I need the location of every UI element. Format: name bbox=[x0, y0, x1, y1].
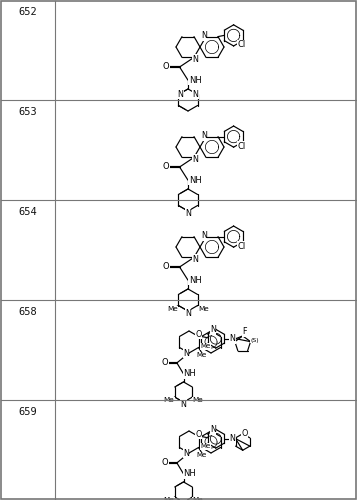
Text: O: O bbox=[161, 458, 168, 468]
Text: O: O bbox=[195, 430, 202, 439]
Text: N: N bbox=[185, 308, 191, 318]
Text: O: O bbox=[162, 162, 169, 172]
Text: NH: NH bbox=[183, 470, 196, 478]
Text: N: N bbox=[183, 348, 189, 358]
Text: 654: 654 bbox=[18, 207, 37, 217]
Text: Me: Me bbox=[193, 498, 203, 500]
Text: N: N bbox=[177, 90, 183, 99]
Text: NH: NH bbox=[189, 276, 202, 284]
Text: Me: Me bbox=[164, 398, 175, 404]
Text: N: N bbox=[201, 131, 207, 140]
Text: Me: Me bbox=[167, 306, 177, 312]
Text: N: N bbox=[192, 55, 198, 64]
Text: (S): (S) bbox=[251, 338, 259, 342]
Text: N: N bbox=[192, 155, 198, 164]
Text: 658: 658 bbox=[18, 307, 37, 317]
Text: O: O bbox=[162, 262, 169, 272]
Text: O: O bbox=[161, 358, 168, 368]
Text: Me: Me bbox=[197, 352, 207, 358]
Text: N: N bbox=[193, 90, 198, 99]
Text: N: N bbox=[183, 448, 189, 458]
Text: Cl: Cl bbox=[237, 242, 246, 250]
Text: 652: 652 bbox=[18, 7, 37, 17]
Text: N: N bbox=[201, 31, 207, 40]
Text: Cl: Cl bbox=[237, 40, 246, 50]
Text: Me: Me bbox=[197, 452, 207, 458]
Text: N: N bbox=[192, 255, 198, 264]
Text: N: N bbox=[230, 334, 236, 343]
Text: F: F bbox=[242, 328, 247, 336]
Text: Me: Me bbox=[193, 398, 203, 404]
Text: NH: NH bbox=[189, 176, 202, 184]
Text: NH: NH bbox=[189, 76, 202, 84]
Text: N: N bbox=[181, 400, 186, 408]
Text: Me: Me bbox=[200, 444, 210, 450]
Text: O: O bbox=[162, 62, 169, 72]
Text: NH: NH bbox=[183, 370, 196, 378]
Text: N: N bbox=[230, 434, 236, 443]
Text: N: N bbox=[185, 208, 191, 218]
Text: N: N bbox=[201, 231, 207, 240]
Text: N: N bbox=[210, 326, 216, 334]
Text: 653: 653 bbox=[18, 107, 37, 117]
Text: 659: 659 bbox=[18, 407, 37, 417]
Text: N: N bbox=[210, 426, 216, 434]
Text: Me: Me bbox=[198, 306, 209, 312]
Text: Me: Me bbox=[200, 344, 210, 349]
Text: O: O bbox=[195, 330, 202, 339]
Text: O: O bbox=[242, 429, 248, 438]
Text: Cl: Cl bbox=[237, 142, 246, 150]
Text: Me: Me bbox=[164, 498, 175, 500]
